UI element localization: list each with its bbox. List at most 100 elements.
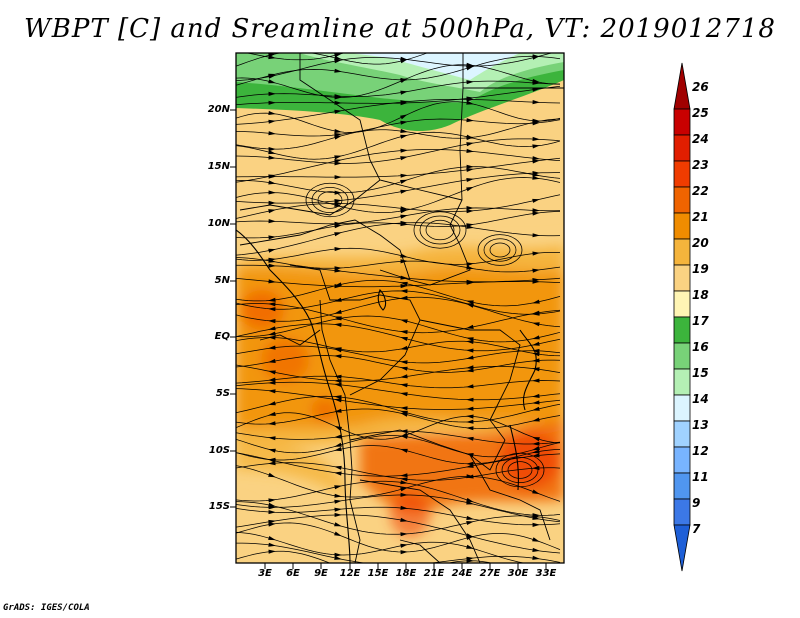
- streamline-arrow: [466, 97, 474, 102]
- colorbar-label-24: 24: [692, 132, 709, 146]
- streamline-arrows: [268, 35, 540, 563]
- streamline-arrow: [532, 87, 540, 92]
- streamline-arrow: [532, 547, 540, 552]
- streamline-arrow: [268, 200, 276, 205]
- streamline-arrow: [268, 147, 276, 152]
- streamline: [236, 462, 561, 481]
- streamline-arrow: [532, 120, 540, 125]
- colorbar-swatch: [673, 108, 691, 136]
- streamline: [236, 501, 561, 535]
- streamline-arrow: [400, 35, 408, 39]
- streamline-arrow: [466, 521, 474, 525]
- streamline: [236, 337, 561, 357]
- streamline-arrow: [334, 59, 342, 64]
- streamline-arrow: [532, 48, 540, 52]
- streamline: [236, 80, 561, 98]
- colorbar-label-18: 18: [692, 288, 709, 302]
- streamline: [236, 290, 561, 315]
- streamline-arrow: [268, 131, 276, 136]
- lat-ticks: [230, 109, 236, 508]
- streamline-arrow: [532, 322, 540, 327]
- colorbar-swatch: [673, 264, 691, 292]
- streamline-arrow: [334, 382, 342, 387]
- streamline-arrow: [532, 522, 540, 527]
- streamline-arrow: [466, 463, 474, 468]
- colorbar-swatch: [673, 446, 691, 474]
- streamline-arrow: [400, 148, 408, 153]
- streamline-arrow: [532, 441, 540, 446]
- streamline: [236, 494, 561, 523]
- streamline: [236, 211, 561, 239]
- streamline-arrow: [268, 174, 276, 179]
- streamline: [236, 118, 561, 137]
- streamline-arrow: [532, 80, 540, 85]
- streamline: [236, 345, 561, 364]
- streamline-arrow: [268, 190, 276, 195]
- streamline-arrow: [268, 248, 276, 253]
- streamlines: [236, 53, 561, 563]
- streamline-arrow: [334, 109, 342, 114]
- streamline: [236, 315, 561, 343]
- streamline-arrow: [532, 378, 540, 383]
- streamline-arrow: [400, 259, 408, 264]
- streamline-arrow: [334, 531, 342, 537]
- streamline-arrow: [268, 389, 276, 394]
- streamline: [236, 194, 561, 219]
- streamline-arrow: [268, 510, 276, 515]
- streamline: [236, 279, 561, 307]
- streamline: [236, 247, 561, 265]
- streamline-eddy: [317, 191, 343, 209]
- lat-label-5n: 5N: [214, 275, 230, 286]
- streamline-arrow: [268, 448, 276, 453]
- streamline-arrow: [268, 536, 276, 541]
- colorbar-label-26: 26: [692, 80, 709, 94]
- streamline: [236, 435, 561, 458]
- streamline: [236, 550, 493, 563]
- streamline-arrow: [466, 500, 474, 505]
- wbpt-field-22-south: [311, 398, 339, 422]
- streamline-arrow: [400, 492, 408, 497]
- streamline-arrow: [400, 56, 408, 61]
- colorbar-label-16: 16: [692, 340, 709, 354]
- streamline-arrow: [400, 214, 408, 219]
- lon-label-18e: 18E: [395, 568, 417, 579]
- streamline-arrow: [268, 73, 276, 78]
- streamline-arrow: [532, 175, 540, 180]
- colorbar-label-25: 25: [692, 106, 709, 120]
- colorbar-swatch: [673, 186, 691, 214]
- streamline-arrow: [400, 473, 408, 478]
- streamline-arrow: [268, 335, 276, 340]
- streamline-arrow: [334, 507, 342, 512]
- streamline-eddy: [413, 211, 467, 249]
- streamline-arrow: [334, 309, 342, 314]
- colorbar-swatch: [673, 368, 691, 396]
- streamline-arrow: [532, 198, 540, 203]
- colorbar-swatch: [673, 524, 691, 572]
- streamline-arrow: [400, 78, 408, 83]
- streamline-eddy: [483, 238, 517, 262]
- streamline-arrow: [334, 297, 342, 302]
- streamline-arrow: [268, 436, 276, 441]
- colorbar-swatch: [673, 498, 691, 526]
- streamline: [236, 388, 561, 410]
- streamline-arrow: [466, 368, 474, 373]
- streamline-arrow: [400, 532, 408, 537]
- streamline-arrow: [268, 549, 276, 554]
- streamline-arrow: [334, 395, 342, 400]
- streamline-arrow: [334, 94, 342, 99]
- streamline-arrow: [400, 550, 408, 555]
- streamline: [236, 531, 526, 563]
- streamline: [236, 157, 561, 178]
- streamline-arrow: [466, 38, 474, 42]
- streamline: [236, 430, 561, 445]
- streamline-arrow: [532, 156, 540, 161]
- streamline-arrow: [334, 190, 342, 195]
- streamline-arrow: [268, 219, 276, 224]
- streamline-arrow: [466, 558, 474, 563]
- streamline-arrow: [400, 120, 408, 125]
- streamline-arrow: [334, 499, 342, 504]
- streamline-arrow: [466, 40, 474, 44]
- colorbar-swatch: [673, 342, 691, 370]
- streamline-arrow: [532, 44, 540, 48]
- streamline-arrow: [268, 263, 276, 268]
